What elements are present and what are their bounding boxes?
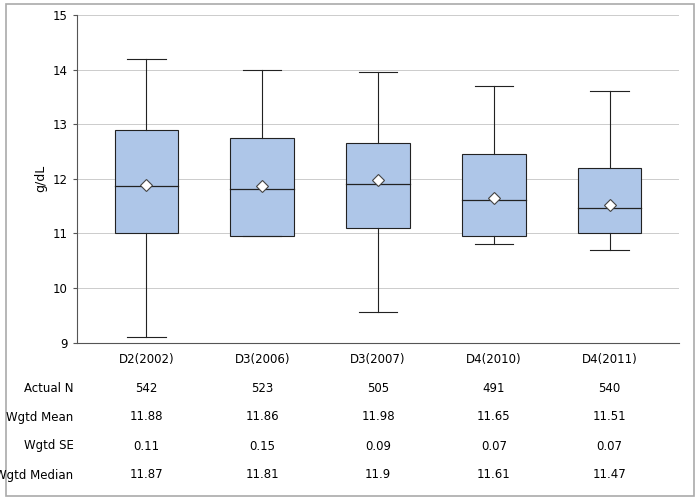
Text: 0.15: 0.15	[249, 440, 275, 452]
Text: 0.11: 0.11	[134, 440, 160, 452]
Text: D4(2010): D4(2010)	[466, 352, 522, 366]
Text: 11.98: 11.98	[361, 410, 395, 424]
Text: 505: 505	[367, 382, 389, 394]
FancyBboxPatch shape	[346, 144, 410, 228]
Text: 491: 491	[482, 382, 505, 394]
Text: Actual N: Actual N	[24, 382, 74, 394]
Text: 0.07: 0.07	[481, 440, 507, 452]
Text: 11.9: 11.9	[365, 468, 391, 481]
Text: 11.65: 11.65	[477, 410, 510, 424]
Text: 542: 542	[135, 382, 158, 394]
FancyBboxPatch shape	[230, 138, 294, 236]
Text: 11.47: 11.47	[593, 468, 626, 481]
Text: 11.61: 11.61	[477, 468, 510, 481]
Text: D3(2007): D3(2007)	[350, 352, 406, 366]
Text: 11.51: 11.51	[593, 410, 626, 424]
Text: Wgtd Median: Wgtd Median	[0, 468, 74, 481]
Text: 0.09: 0.09	[365, 440, 391, 452]
Text: 11.86: 11.86	[246, 410, 279, 424]
Text: D2(2002): D2(2002)	[118, 352, 174, 366]
Text: 0.07: 0.07	[596, 440, 622, 452]
Text: Wgtd Mean: Wgtd Mean	[6, 410, 74, 424]
FancyBboxPatch shape	[115, 130, 178, 234]
Text: D3(2006): D3(2006)	[234, 352, 290, 366]
FancyBboxPatch shape	[578, 168, 641, 234]
Text: D4(2011): D4(2011)	[582, 352, 638, 366]
Text: 11.88: 11.88	[130, 410, 163, 424]
Text: 540: 540	[598, 382, 621, 394]
Text: 11.81: 11.81	[246, 468, 279, 481]
FancyBboxPatch shape	[462, 154, 526, 236]
Text: 11.87: 11.87	[130, 468, 163, 481]
Text: 523: 523	[251, 382, 274, 394]
Y-axis label: g/dL: g/dL	[34, 165, 48, 192]
Text: Wgtd SE: Wgtd SE	[24, 440, 74, 452]
